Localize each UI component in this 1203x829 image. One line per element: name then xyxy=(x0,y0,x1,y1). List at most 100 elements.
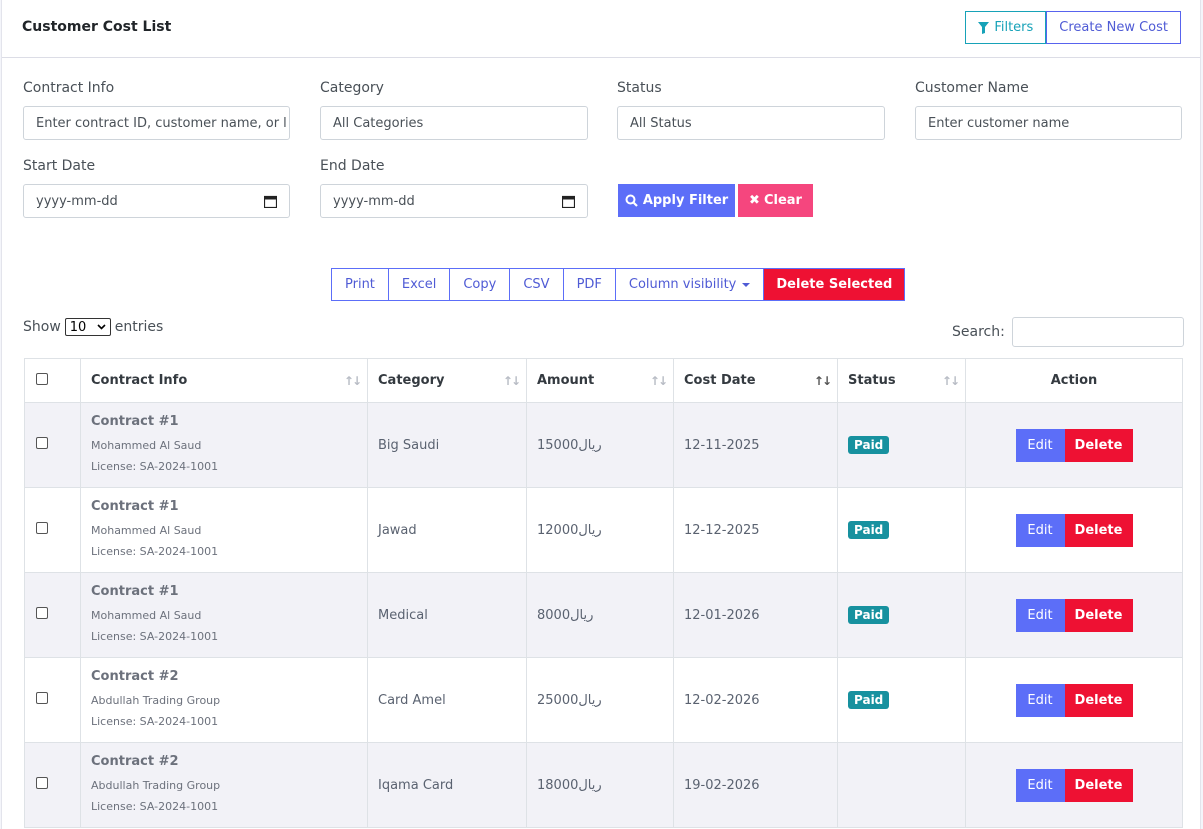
delete-button[interactable]: Delete xyxy=(1064,513,1133,547)
column-header-category[interactable]: Category ↑↓ xyxy=(367,358,527,403)
contract-info-cell: Contract #1 Mohammed Al Saud License: SA-2… xyxy=(80,487,368,573)
amount-cell: 8000ريال xyxy=(526,572,674,658)
create-new-cost-button[interactable]: Create New Cost xyxy=(1046,11,1181,44)
copy-button[interactable]: Copy xyxy=(450,269,511,300)
license-number: License: SA-2024-1001 xyxy=(91,714,219,728)
caret-down-icon xyxy=(742,282,751,287)
category-cell: Iqama Card xyxy=(367,742,527,828)
start-date-placeholder: yyyy-mm-dd xyxy=(36,193,118,209)
license-number: License: SA-2024-1001 xyxy=(91,544,219,558)
start-date-input[interactable]: yyyy-mm-dd xyxy=(23,184,290,218)
export-toolbar: Print Excel Copy CSV PDF Column visibili… xyxy=(331,268,906,301)
entries-label: entries xyxy=(114,319,164,335)
sort-icon: ↑↓ xyxy=(649,374,668,388)
row-checkbox[interactable] xyxy=(36,607,48,619)
column-visibility-button[interactable]: Column visibility xyxy=(615,269,765,300)
table-body: Contract #1 Mohammed Al Saud License: SA-2… xyxy=(24,402,1183,828)
status-badge: Paid xyxy=(848,436,890,454)
status-select-value: All Status xyxy=(630,115,692,131)
sort-desc-icon: ↑↓ xyxy=(813,374,832,388)
category-cell: Big Saudi xyxy=(367,402,527,488)
status-badge: Paid xyxy=(848,521,890,539)
edit-button[interactable]: Edit xyxy=(1015,428,1065,462)
sort-icon: ↑↓ xyxy=(941,374,960,388)
start-date-label: Start Date xyxy=(23,158,96,174)
select-all-checkbox[interactable] xyxy=(36,372,48,385)
csv-button[interactable]: CSV xyxy=(510,269,564,300)
contract-info-cell: Contract #2 Abdullah Trading Group License… xyxy=(80,657,368,743)
delete-button[interactable]: Delete xyxy=(1064,683,1133,717)
cost-date-cell: 12-01-2026 xyxy=(673,572,838,658)
apply-filter-button[interactable]: Apply Filter xyxy=(618,184,735,217)
edit-button[interactable]: Edit xyxy=(1015,598,1065,632)
column-header-amount[interactable]: Amount ↑↓ xyxy=(526,358,674,403)
filters-button[interactable]: Filters xyxy=(965,11,1047,44)
column-header-label: Cost Date xyxy=(684,373,756,388)
delete-button[interactable]: Delete xyxy=(1064,428,1133,462)
row-checkbox[interactable] xyxy=(36,692,48,704)
customer-name: Mohammed Al Saud xyxy=(91,438,202,452)
row-checkbox[interactable] xyxy=(36,522,48,534)
status-select[interactable]: All Status xyxy=(617,106,885,140)
delete-selected-button[interactable]: Delete Selected xyxy=(764,269,905,300)
excel-button[interactable]: Excel xyxy=(388,269,451,300)
contract-info-cell: Contract #2 Abdullah Trading Group License… xyxy=(80,742,368,828)
calendar-icon[interactable] xyxy=(264,195,277,208)
amount-cell: 18000ريال xyxy=(526,742,674,828)
column-header-cost-date[interactable]: Cost Date ↑↓ xyxy=(673,358,838,403)
column-header-status[interactable]: Status ↑↓ xyxy=(837,358,966,403)
customer-name: Mohammed Al Saud xyxy=(91,608,202,622)
action-cell: Edit Delete xyxy=(965,402,1183,488)
calendar-icon[interactable] xyxy=(562,195,575,208)
clear-label: Clear xyxy=(763,193,802,208)
category-label: Category xyxy=(320,80,384,96)
delete-button[interactable]: Delete xyxy=(1064,768,1133,802)
end-date-placeholder: yyyy-mm-dd xyxy=(333,193,415,209)
customer-name-input[interactable]: Enter customer name xyxy=(915,106,1182,140)
license-number: License: SA-2024-1001 xyxy=(91,629,219,643)
customer-name: Abdullah Trading Group xyxy=(91,693,221,707)
clear-button[interactable]: ✖ Clear xyxy=(738,184,813,217)
delete-button[interactable]: Delete xyxy=(1064,598,1133,632)
contract-title: Contract #2 xyxy=(91,753,179,769)
pdf-button[interactable]: PDF xyxy=(563,269,616,300)
category-cell: Card Amel xyxy=(367,657,527,743)
contract-info-input[interactable]: Enter contract ID, customer name, or l xyxy=(23,106,290,140)
contract-info-placeholder: Enter contract ID, customer name, or l xyxy=(36,115,287,131)
table-row: Contract #1 Mohammed Al Saud License: SA-2… xyxy=(24,572,1183,658)
end-date-input[interactable]: yyyy-mm-dd xyxy=(320,184,588,218)
contract-info-label: Contract Info xyxy=(23,80,115,96)
filter-panel: Contract Info Enter contract ID, custome… xyxy=(2,58,1200,258)
card-header: Customer Cost List Filters Create New Co… xyxy=(2,0,1200,58)
edit-button[interactable]: Edit xyxy=(1015,768,1065,802)
action-cell: Edit Delete xyxy=(965,657,1183,743)
search-icon xyxy=(625,194,638,207)
column-header-contract-info[interactable]: Contract Info ↑↓ xyxy=(80,358,368,403)
search-label: Search: xyxy=(952,324,1005,340)
row-select-cell xyxy=(24,402,81,488)
row-checkbox[interactable] xyxy=(36,777,48,789)
contract-title: Contract #1 xyxy=(91,413,179,429)
edit-button[interactable]: Edit xyxy=(1015,683,1065,717)
filter-icon xyxy=(978,21,990,34)
filters-button-label: Filters xyxy=(994,20,1034,35)
status-cell: Paid xyxy=(837,402,966,488)
cost-date-cell: 19-02-2026 xyxy=(673,742,838,828)
contract-title: Contract #1 xyxy=(91,498,179,514)
edit-button[interactable]: Edit xyxy=(1015,513,1065,547)
contract-title: Contract #2 xyxy=(91,668,179,684)
row-checkbox[interactable] xyxy=(36,437,48,449)
search-input[interactable] xyxy=(1011,317,1184,347)
print-button[interactable]: Print xyxy=(332,269,389,300)
column-header-action: Action xyxy=(965,358,1183,403)
license-number: License: SA-2024-1001 xyxy=(91,799,219,813)
select-all-header xyxy=(24,358,81,403)
category-select[interactable]: All Categories xyxy=(320,106,588,140)
status-badge: Paid xyxy=(848,606,890,624)
status-cell xyxy=(837,742,966,828)
action-cell: Edit Delete xyxy=(965,487,1183,573)
entries-select[interactable]: 10 xyxy=(64,318,111,336)
amount-cell: 12000ريال xyxy=(526,487,674,573)
customer-name-label: Customer Name xyxy=(915,80,1029,96)
table-row: Contract #2 Abdullah Trading Group License… xyxy=(24,657,1183,743)
